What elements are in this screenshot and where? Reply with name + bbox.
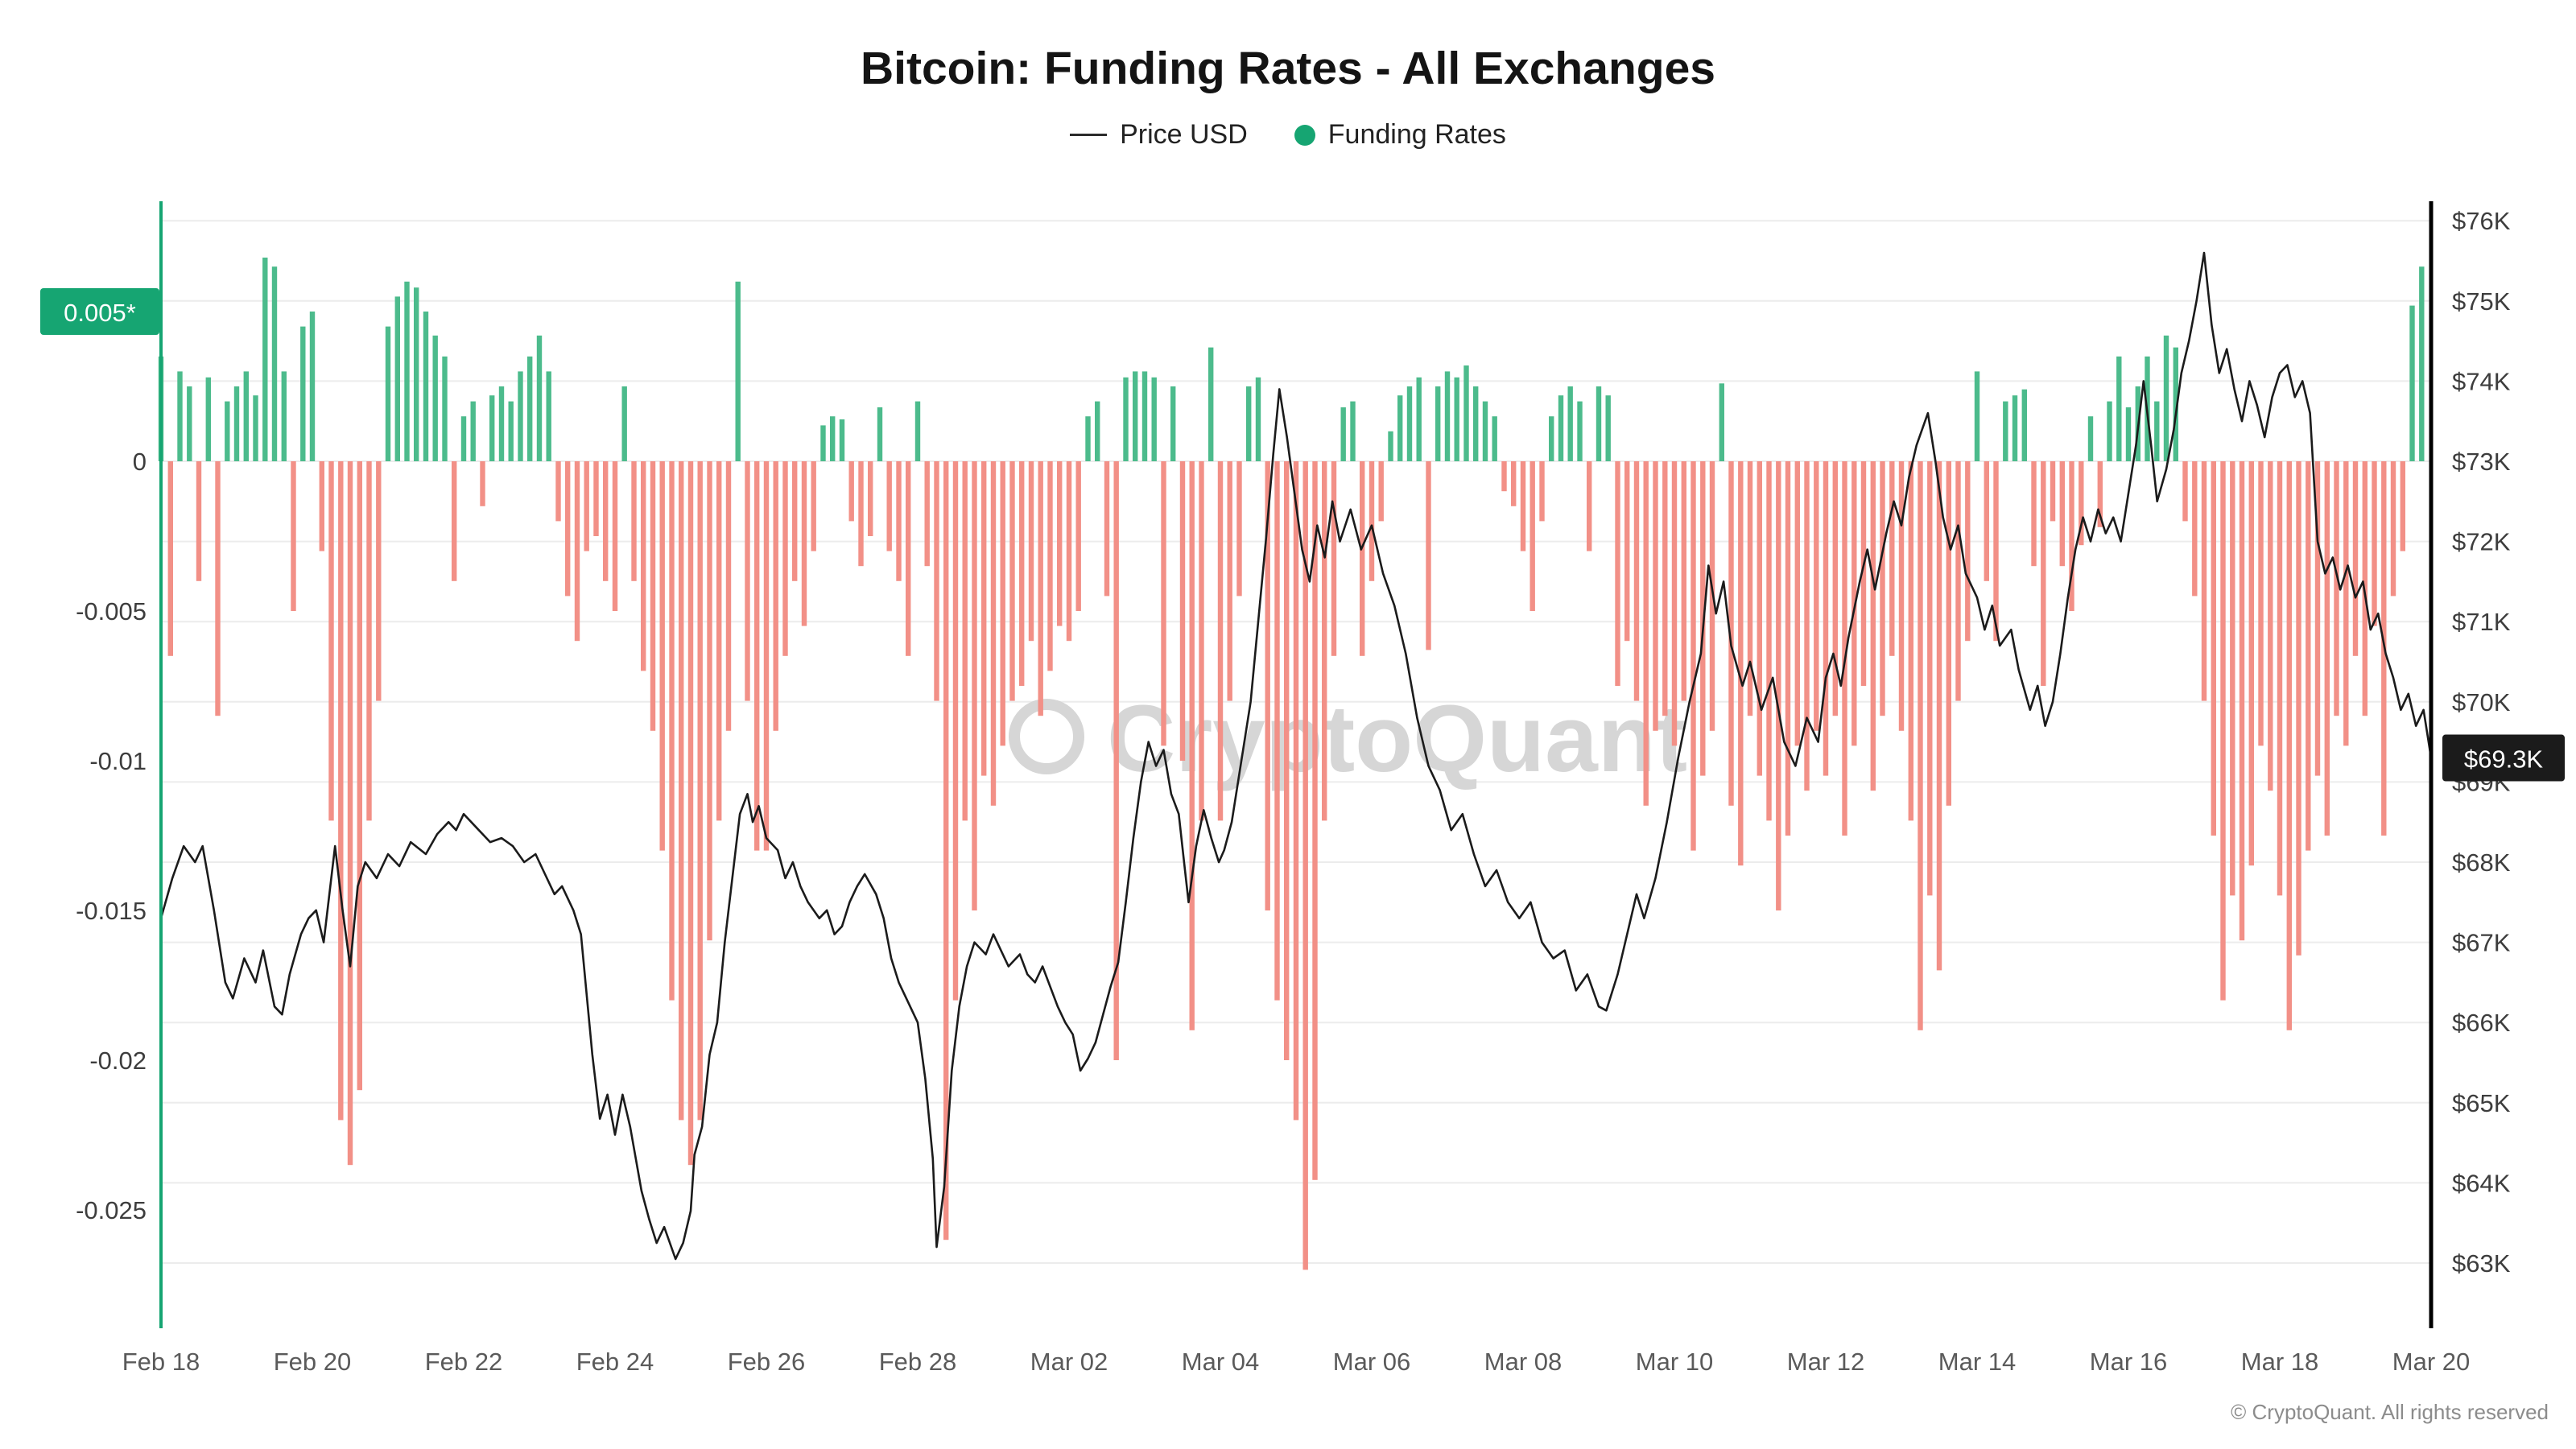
funding-rate-bars	[158, 258, 2425, 1270]
left-axis-labels: 0.0050-0.005-0.01-0.015-0.02-0.025	[76, 298, 147, 1224]
svg-text:$71K: $71K	[2452, 608, 2511, 636]
svg-text:Mar 06: Mar 06	[1333, 1348, 1410, 1376]
price-usd-line	[159, 251, 2433, 1261]
svg-text:$72K: $72K	[2452, 528, 2511, 556]
svg-text:Feb 28: Feb 28	[879, 1348, 957, 1376]
legend-item-price-usd[interactable]: Price USD	[1070, 119, 1248, 151]
latest-price-badge: $69.3K	[2442, 734, 2565, 782]
latest-funding-rate-badge: 0.005*	[40, 288, 159, 335]
svg-text:$69.3K: $69.3K	[2464, 745, 2544, 774]
svg-text:$74K: $74K	[2452, 367, 2511, 395]
legend-label-price-usd: Price USD	[1120, 119, 1248, 150]
svg-text:Mar 04: Mar 04	[1182, 1348, 1259, 1376]
legend-label-funding-rates: Funding Rates	[1327, 119, 1506, 150]
svg-text:Mar 08: Mar 08	[1484, 1348, 1562, 1376]
svg-text:0: 0	[133, 448, 147, 476]
svg-text:$66K: $66K	[2452, 1009, 2511, 1037]
svg-text:-0.005: -0.005	[76, 597, 147, 625]
svg-text:Mar 18: Mar 18	[2241, 1348, 2318, 1376]
svg-text:Mar 20: Mar 20	[2392, 1348, 2470, 1376]
svg-text:$73K: $73K	[2452, 448, 2511, 476]
chart-legend: Price USD Funding Rates	[0, 119, 2576, 151]
svg-text:$76K: $76K	[2452, 207, 2511, 235]
x-axis-labels: Feb 18 Feb 20 Feb 22 Feb 24 Feb 26 Feb 28 Mar …	[122, 1348, 2471, 1376]
right-axis-labels: $76K$75K$74K$73K$72K$71K$70K$69K$68K$67K…	[2452, 207, 2511, 1278]
svg-text:Mar 10: Mar 10	[1636, 1348, 1713, 1376]
svg-text:$70K: $70K	[2452, 688, 2511, 716]
chart-title: Bitcoin: Funding Rates - All Exchanges	[861, 43, 1715, 94]
copyright-notice: © CryptoQuant. All rights reserved	[2231, 1400, 2549, 1424]
svg-text:-0.02: -0.02	[89, 1046, 147, 1075]
funding-rates-dot-icon	[1294, 124, 1315, 146]
svg-text:$65K: $65K	[2452, 1089, 2511, 1117]
svg-text:Mar 16: Mar 16	[2090, 1348, 2167, 1376]
svg-text:$67K: $67K	[2452, 929, 2511, 957]
svg-text:Feb 26: Feb 26	[728, 1348, 806, 1376]
svg-text:Feb 24: Feb 24	[576, 1348, 654, 1376]
svg-text:$63K: $63K	[2452, 1249, 2511, 1278]
svg-text:-0.015: -0.015	[76, 897, 147, 925]
svg-text:$68K: $68K	[2452, 848, 2511, 877]
svg-text:$75K: $75K	[2452, 287, 2511, 316]
svg-text:Mar 02: Mar 02	[1030, 1348, 1108, 1376]
svg-text:-0.01: -0.01	[89, 747, 147, 775]
svg-text:Mar 12: Mar 12	[1787, 1348, 1864, 1376]
svg-text:-0.025: -0.025	[76, 1196, 147, 1224]
svg-text:Feb 22: Feb 22	[425, 1348, 503, 1376]
price-line-marker-icon	[1070, 134, 1108, 136]
svg-text:$64K: $64K	[2452, 1169, 2511, 1197]
svg-text:Mar 14: Mar 14	[1938, 1348, 2016, 1376]
legend-item-funding-rates[interactable]: Funding Rates	[1294, 119, 1506, 151]
svg-text:Feb 18: Feb 18	[122, 1348, 200, 1376]
svg-text:0.005*: 0.005*	[64, 299, 136, 327]
svg-text:Feb 20: Feb 20	[274, 1348, 352, 1376]
